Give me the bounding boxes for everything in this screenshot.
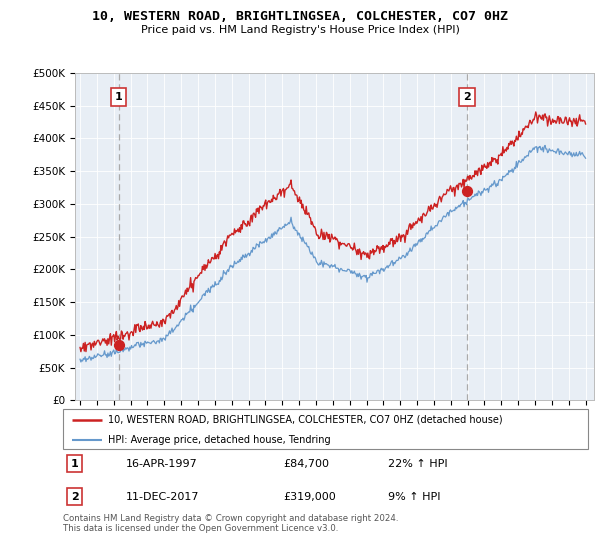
Point: [462, 187, 472, 196]
Text: Price paid vs. HM Land Registry's House Price Index (HPI): Price paid vs. HM Land Registry's House …: [140, 25, 460, 35]
Text: £84,700: £84,700: [284, 459, 329, 469]
Text: 2: 2: [463, 92, 470, 102]
Text: 2: 2: [71, 492, 79, 502]
Text: 10, WESTERN ROAD, BRIGHTLINGSEA, COLCHESTER, CO7 0HZ (detached house): 10, WESTERN ROAD, BRIGHTLINGSEA, COLCHES…: [107, 415, 502, 424]
Text: 22% ↑ HPI: 22% ↑ HPI: [389, 459, 448, 469]
Text: 9% ↑ HPI: 9% ↑ HPI: [389, 492, 441, 502]
Text: £319,000: £319,000: [284, 492, 336, 502]
Text: 11-DEC-2017: 11-DEC-2017: [126, 492, 199, 502]
Text: 16-APR-1997: 16-APR-1997: [126, 459, 198, 469]
Text: 10, WESTERN ROAD, BRIGHTLINGSEA, COLCHESTER, CO7 0HZ: 10, WESTERN ROAD, BRIGHTLINGSEA, COLCHES…: [92, 10, 508, 22]
FancyBboxPatch shape: [63, 409, 588, 449]
Point: [114, 340, 124, 349]
Text: HPI: Average price, detached house, Tendring: HPI: Average price, detached house, Tend…: [107, 435, 330, 445]
Text: Contains HM Land Registry data © Crown copyright and database right 2024.
This d: Contains HM Land Registry data © Crown c…: [63, 514, 398, 534]
Text: 1: 1: [71, 459, 79, 469]
Text: 1: 1: [115, 92, 122, 102]
